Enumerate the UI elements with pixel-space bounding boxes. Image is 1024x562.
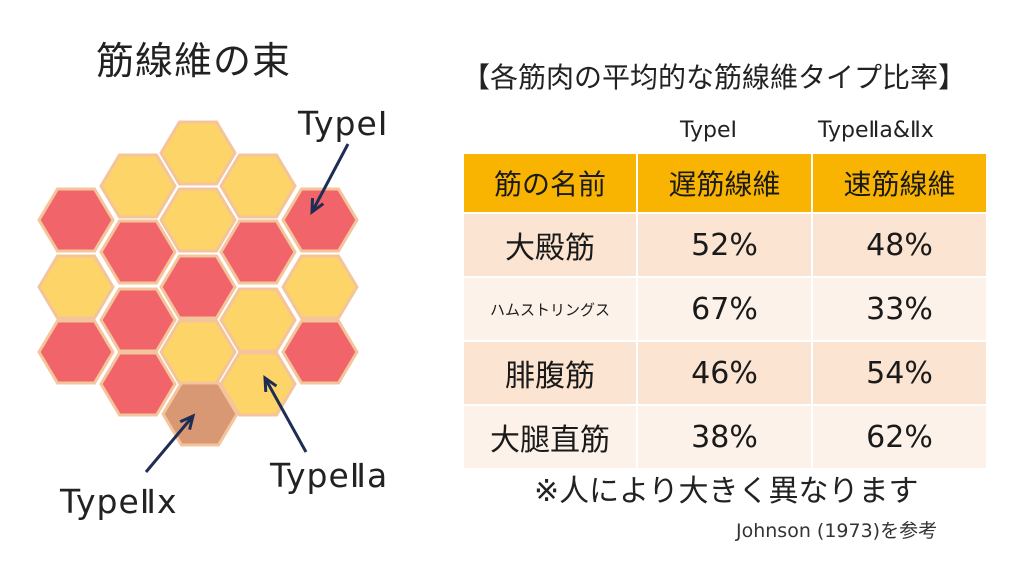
hexagon-type1 <box>99 219 177 285</box>
hexagon-type1 <box>37 187 115 253</box>
hexagon-type1 <box>219 219 297 285</box>
table-row: 腓腹筋 46% 54% <box>462 340 988 406</box>
fast-fiber-cell: 54% <box>811 340 988 406</box>
type2a-label: TypeⅡa <box>270 456 389 495</box>
citation: Johnson (1973)を参考 <box>736 520 938 542</box>
table-row: 大殿筋 52% 48% <box>462 212 988 278</box>
type1-arrow <box>310 143 350 216</box>
slow-fiber-cell: 38% <box>636 404 813 470</box>
hexagon-type2a <box>159 120 237 186</box>
table-row: ハムストリングス 67% 33% <box>462 276 988 342</box>
hexagon-type1 <box>99 287 177 353</box>
hexagon-type2a <box>219 287 297 353</box>
muscle-name-cell: 大腿直筋 <box>462 404 638 470</box>
fast-fiber-cell: 48% <box>811 212 988 278</box>
fast-fiber-cell: 62% <box>811 404 988 470</box>
slow-fiber-cell: 67% <box>636 276 813 342</box>
hexagon-type2a <box>159 187 237 253</box>
fiber-ratio-table: 筋の名前 遅筋線維 速筋線維 大殿筋 52% 48% ハムストリングス 67% … <box>462 152 988 470</box>
muscle-fiber-bundle-diagram <box>37 120 359 473</box>
type2x-arrow <box>144 413 196 473</box>
fast-fiber-cell: 33% <box>811 276 988 342</box>
arrow-layer <box>144 143 350 473</box>
header-muscle-name: 筋の名前 <box>462 152 638 214</box>
type1-label: TypeⅠ <box>298 104 389 143</box>
header-fast-fiber: 速筋線維 <box>811 152 988 214</box>
slow-fiber-cell: 52% <box>636 212 813 278</box>
hexagon-type2a <box>37 254 115 320</box>
slow-fiber-cell: 46% <box>636 340 813 406</box>
hexagon-type2a <box>99 153 177 219</box>
muscle-name-cell: ハムストリングス <box>462 276 638 342</box>
header-slow-fiber: 遅筋線維 <box>636 152 813 214</box>
fast-fiber-caption: TypeⅡa&Ⅱx <box>818 118 934 143</box>
muscle-name-cell: 腓腹筋 <box>462 340 638 406</box>
hexagon-type1 <box>37 319 115 385</box>
hexagon-type2a <box>159 319 237 385</box>
muscle-name-cell: 大殿筋 <box>462 212 638 278</box>
slow-fiber-caption: TypeⅠ <box>680 118 738 143</box>
hexagon-type1 <box>281 187 359 253</box>
hexagon-layer <box>37 120 359 447</box>
hexagon-type2a <box>281 254 359 320</box>
variation-note: ※人により大きく異なります <box>534 474 919 509</box>
table-row: 大腿直筋 38% 62% <box>462 404 988 470</box>
type2x-label: TypeⅡx <box>60 482 178 521</box>
hexagon-type1 <box>159 254 237 320</box>
hexagon-type1 <box>281 319 359 385</box>
diagram-title: 筋線維の束 <box>96 39 292 83</box>
table-header-row: 筋の名前 遅筋線維 速筋線維 <box>462 152 988 214</box>
table-title: 【各筋肉の平均的な筋線維タイプ比率】 <box>462 61 967 94</box>
type2a-arrow <box>263 374 308 453</box>
hexagon-type1 <box>99 351 177 417</box>
hexagon-type2a <box>219 153 297 219</box>
